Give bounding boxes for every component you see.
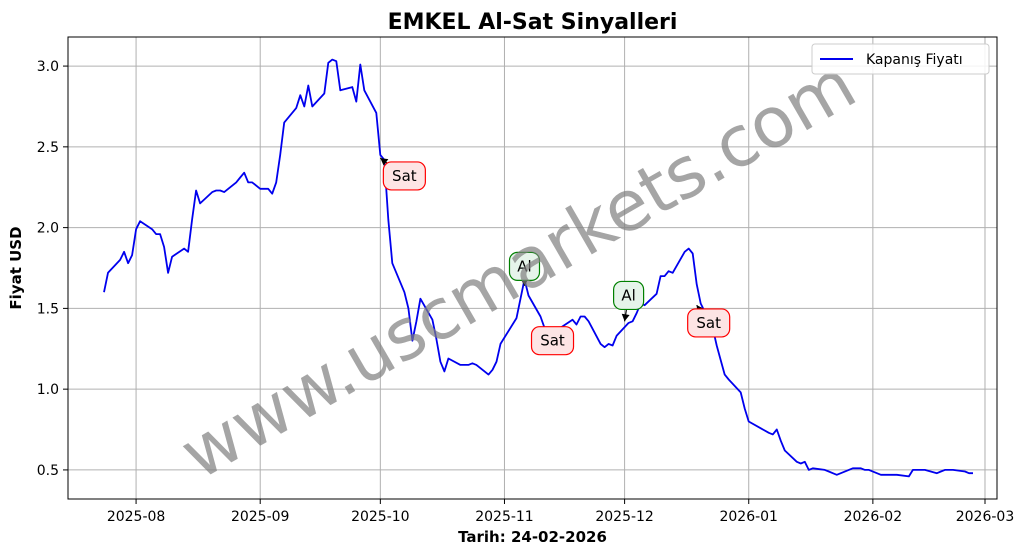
legend: Kapanış Fiyatı (811, 43, 990, 75)
grid-lines (68, 37, 997, 499)
y-axis-label: Fiyat USD (7, 226, 25, 309)
x-tick-label: 2025-10 (351, 509, 410, 525)
x-tick-label: 2026-02 (844, 509, 903, 525)
signal-label: Al (517, 257, 531, 275)
signal-label-box (508, 251, 541, 281)
x-tick-label: 2026-01 (719, 509, 778, 525)
plot-area (103, 58, 973, 478)
x-axis-ticks: 2025-08 2025-09 2025-10 2025-11 2025-12 2026-… (107, 499, 1014, 525)
x-tick-label: 2025-08 (107, 509, 166, 525)
y-tick-label: 1.5 (37, 301, 59, 317)
x-tick-label: 2026-03 (956, 509, 1015, 525)
x-tick-label: 2025-12 (595, 509, 654, 525)
x-tick-label: 2025-11 (475, 509, 534, 525)
signal-label-box (530, 326, 575, 356)
buy-signal: Al (508, 251, 541, 286)
sell-signal: Sat (687, 304, 731, 338)
plot-frame (67, 36, 998, 500)
signal-label-box (382, 161, 426, 191)
signal-label-box (613, 280, 645, 311)
x-axis-label: Tarih: 24-02-2026 (458, 528, 607, 546)
y-tick-label: 2.0 (37, 221, 59, 237)
signal-label: Sat (696, 314, 721, 332)
sell-signal: Sat (530, 326, 575, 356)
legend-label: Kapanış Fiyatı (866, 52, 963, 68)
y-tick-label: 2.5 (37, 140, 59, 156)
y-tick-label: 0.5 (37, 463, 59, 479)
y-tick-label: 3.0 (37, 59, 59, 75)
signal-arrow-head (621, 313, 630, 322)
signal-label: Sat (540, 332, 565, 350)
y-axis-ticks: 0.5 1.0 1.5 2.0 2.5 3.0 (37, 59, 68, 479)
buy-signal: Al (613, 280, 645, 322)
legend-box (811, 43, 990, 75)
y-tick-label: 1.0 (37, 382, 59, 398)
signal-label-box (687, 308, 731, 338)
x-tick-label: 2025-09 (231, 509, 290, 525)
signal-arrow-head (380, 158, 389, 166)
sell-signal: Sat (379, 157, 426, 191)
signal-markers: Sat Al Sat Al Sat (379, 157, 731, 356)
price-series-line (103, 58, 973, 478)
signal-label: Sat (392, 167, 417, 185)
signal-label: Al (621, 286, 635, 304)
chart-title: EMKEL Al-Sat Sinyalleri (388, 10, 678, 35)
